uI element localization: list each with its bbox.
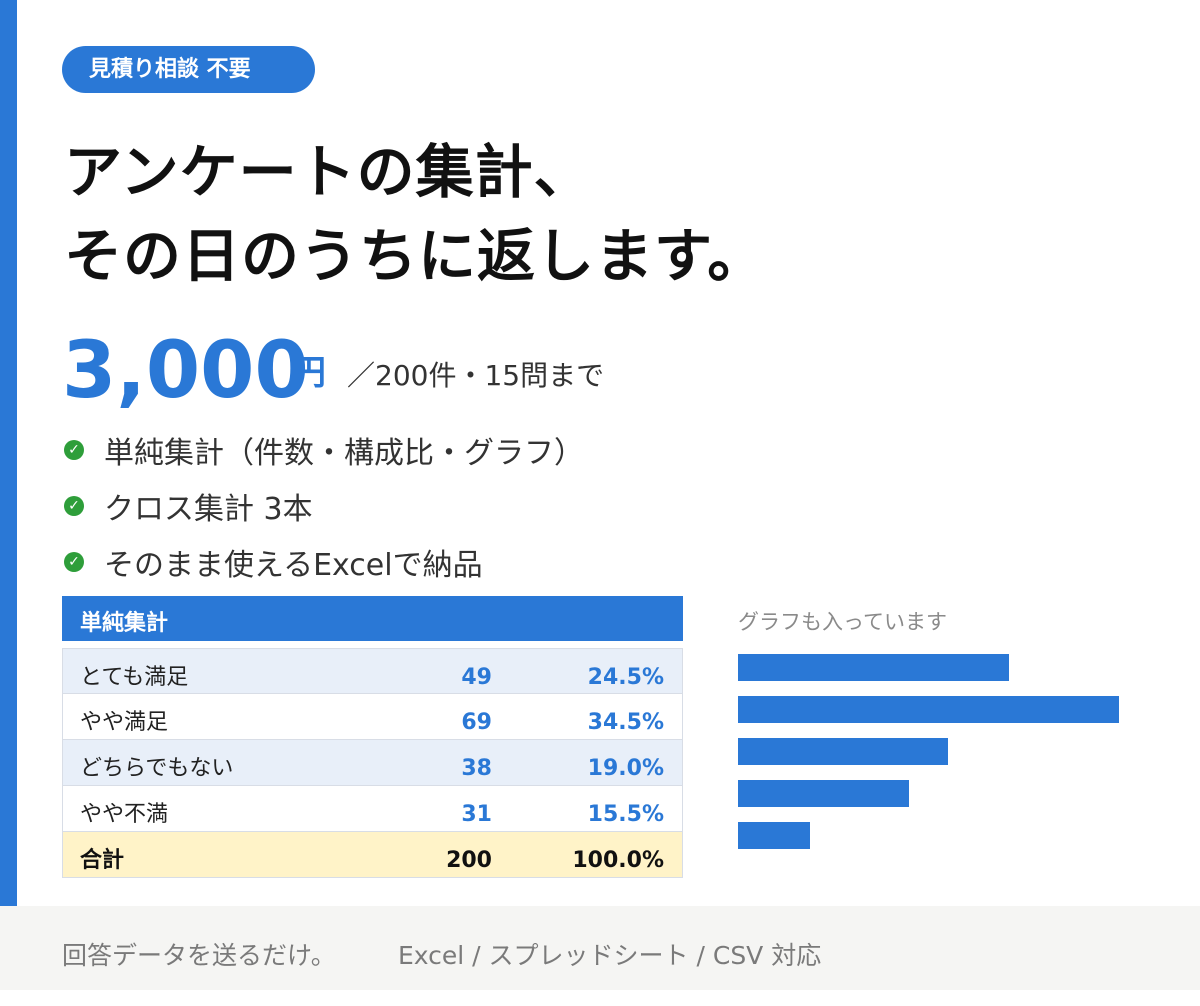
chart-bar	[738, 654, 1009, 681]
footer-left-text: 回答データを送るだけ。	[62, 941, 336, 970]
chart-bar	[738, 696, 1119, 723]
row-count: 69	[461, 710, 492, 735]
chart-bar	[738, 738, 948, 765]
summary-table: 単純集計 とても満足 49 24.5% やや満足 69 34.5% どちらでもな…	[62, 596, 683, 878]
no-quote-badge: 見積り相談 不要	[62, 46, 315, 93]
price-note: ／200件・15問まで	[347, 359, 605, 392]
row-percent: 24.5%	[587, 665, 664, 690]
feature-text: 単純集計（件数・構成比・グラフ）	[104, 436, 584, 471]
check-icon: ✓	[64, 496, 84, 516]
chart-caption: グラフも入っています	[738, 610, 947, 634]
row-percent: 19.0%	[587, 756, 664, 781]
headline-line-2: その日のうちに返します。	[64, 222, 767, 290]
feature-item: ✓ クロス集計 3本	[64, 486, 584, 542]
table-row: やや不満 31 15.5%	[62, 786, 683, 832]
table-title: 単純集計	[62, 596, 683, 641]
table-total-row: 合計 200 100.0%	[62, 832, 683, 878]
feature-item: ✓ そのまま使えるExcelで納品	[64, 542, 584, 598]
table-row: とても満足 49 24.5%	[62, 648, 683, 694]
chart-bar	[738, 780, 909, 807]
row-label: とても満足	[80, 665, 189, 690]
check-icon: ✓	[64, 552, 84, 572]
feature-item: ✓ 単純集計（件数・構成比・グラフ）	[64, 430, 584, 486]
headline-line-1: アンケートの集計、	[64, 138, 593, 206]
row-count: 49	[461, 665, 492, 690]
price-amount: 3,000	[62, 326, 309, 416]
left-accent-bar	[0, 0, 17, 906]
row-percent: 15.5%	[587, 802, 664, 827]
table-row: やや満足 69 34.5%	[62, 694, 683, 740]
footer-right-text: Excel / スプレッドシート / CSV 対応	[398, 941, 822, 970]
row-label: どちらでもない	[80, 756, 234, 781]
row-percent: 34.5%	[587, 710, 664, 735]
feature-text: クロス集計 3本	[104, 492, 313, 527]
total-label: 合計	[80, 848, 125, 873]
price-unit: 円	[292, 353, 326, 393]
total-count: 200	[446, 848, 492, 873]
row-count: 38	[461, 756, 492, 781]
total-percent: 100.0%	[572, 848, 664, 873]
row-label: やや不満	[80, 802, 169, 827]
check-icon: ✓	[64, 440, 84, 460]
feature-list: ✓ 単純集計（件数・構成比・グラフ） ✓ クロス集計 3本 ✓ そのまま使えるE…	[64, 430, 584, 598]
headline: アンケートの集計、 その日のうちに返します。	[64, 130, 766, 298]
row-count: 31	[461, 802, 492, 827]
row-label: やや満足	[80, 710, 169, 735]
chart-bar	[738, 822, 810, 849]
feature-text: そのまま使えるExcelで納品	[104, 548, 483, 583]
table-row: どちらでもない 38 19.0%	[62, 740, 683, 786]
footer: 回答データを送るだけ。 Excel / スプレッドシート / CSV 対応	[0, 906, 1200, 990]
